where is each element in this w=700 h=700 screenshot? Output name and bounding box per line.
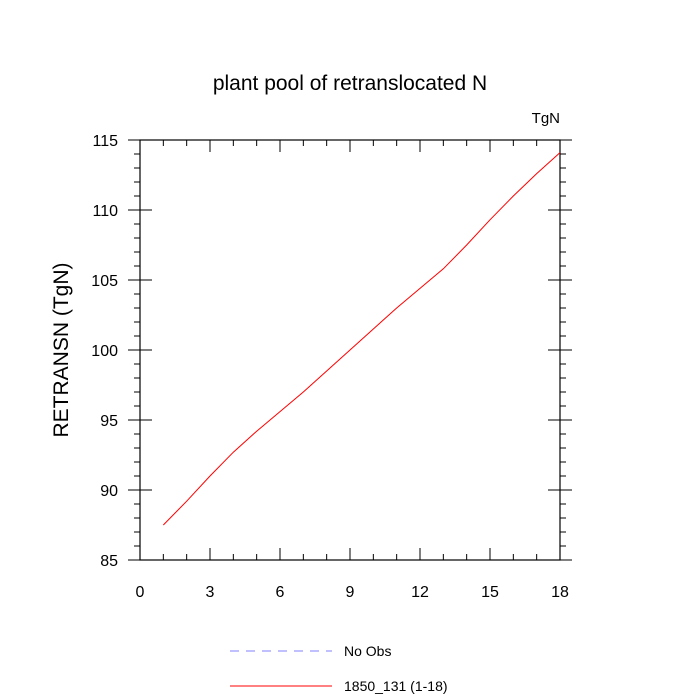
chart-title: plant pool of retranslocated N	[213, 72, 487, 95]
y-tick-label: 90	[100, 483, 118, 500]
y-tick-label: 105	[91, 273, 118, 290]
legend-label: 1850_131 (1-18)	[344, 678, 448, 694]
unit-label: TgN	[532, 110, 560, 127]
legend-label: No Obs	[344, 643, 391, 659]
x-tick-label: 0	[136, 584, 145, 601]
y-tick-label: 115	[92, 133, 118, 150]
y-tick-label: 110	[92, 203, 118, 220]
series-lines	[162, 152, 561, 526]
axis-ticks	[128, 139, 572, 561]
x-tick-label: 12	[411, 584, 429, 601]
x-tick-label: 15	[481, 584, 499, 601]
tick-labels: 0 3 6 9 12 15 18 85 90 95 100 105 110 115	[91, 133, 569, 601]
y-tick-label: 85	[100, 553, 118, 570]
y-tick-label: 100	[91, 343, 118, 360]
y-axis-label: RETRANSN (TgN)	[50, 262, 73, 437]
x-tick-label: 3	[206, 584, 215, 601]
x-tick-label: 9	[346, 584, 355, 601]
legend: No Obs 1850_131 (1-18)	[230, 643, 448, 694]
x-tick-label: 18	[551, 584, 569, 601]
x-tick-label: 6	[276, 584, 285, 601]
y-tick-label: 95	[100, 413, 118, 430]
series-line	[162, 152, 561, 526]
